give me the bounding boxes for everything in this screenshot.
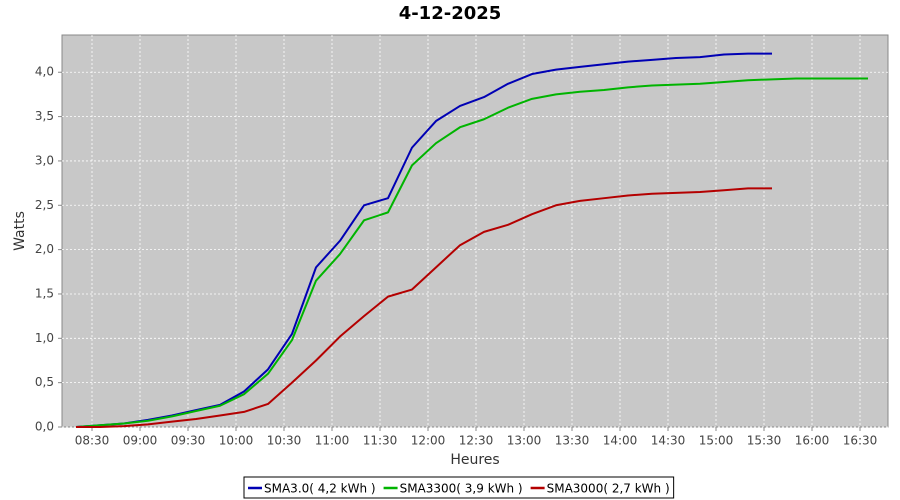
y-tick-label: 0,5 — [35, 375, 54, 389]
y-tick-label: 2,0 — [35, 242, 54, 256]
x-tick-label: 10:00 — [219, 434, 254, 448]
x-tick-label: 15:00 — [699, 434, 734, 448]
y-tick-label: 1,0 — [35, 331, 54, 345]
y-tick-label: 1,5 — [35, 286, 54, 300]
x-tick-label: 14:30 — [651, 434, 686, 448]
legend-label: SMA3300( 3,9 kWh ) — [400, 482, 523, 496]
legend-label: SMA3.0( 4,2 kWh ) — [264, 482, 376, 496]
y-axis-title: Watts — [12, 211, 28, 251]
chart-title: 4-12-2025 — [399, 3, 502, 24]
y-tick-label: 0,0 — [35, 420, 54, 434]
y-tick-label: 2,5 — [35, 198, 54, 212]
x-tick-label: 11:00 — [315, 434, 350, 448]
x-tick-label: 13:30 — [555, 434, 590, 448]
y-tick-label: 3,0 — [35, 153, 54, 167]
x-tick-label: 12:30 — [459, 434, 494, 448]
x-tick-label: 09:00 — [123, 434, 158, 448]
x-tick-label: 11:30 — [363, 434, 398, 448]
series-line — [76, 187, 772, 428]
x-tick-label: 16:00 — [795, 434, 830, 448]
x-tick-label: 12:00 — [411, 434, 446, 448]
series-line — [75, 77, 868, 428]
legend-label: SMA3000( 2,7 kWh ) — [547, 482, 670, 496]
x-tick-label: 13:00 — [507, 434, 542, 448]
x-axis-title: Heures — [450, 452, 499, 468]
x-tick-label: 10:30 — [267, 434, 302, 448]
x-tick-label: 16:30 — [843, 434, 878, 448]
x-tick-label: 08:30 — [75, 434, 110, 448]
legend-box — [243, 476, 675, 499]
y-tick-label: 4,0 — [35, 65, 54, 79]
y-tick-label: 3,5 — [35, 109, 54, 123]
x-tick-label: 14:00 — [603, 434, 638, 448]
x-tick-label: 09:30 — [171, 434, 206, 448]
x-tick-label: 15:30 — [747, 434, 782, 448]
